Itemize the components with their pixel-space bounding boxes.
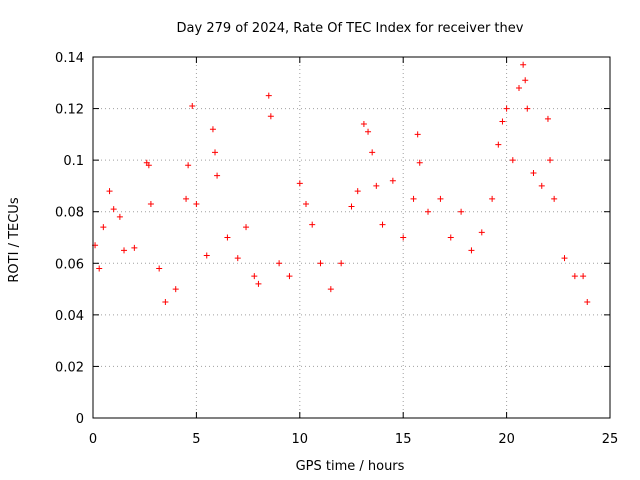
data-point: [116, 213, 123, 220]
data-point: [379, 221, 386, 228]
x-tick-label: 15: [395, 432, 412, 447]
data-point: [468, 247, 475, 254]
data-point: [348, 203, 355, 210]
x-tick-label: 20: [498, 432, 515, 447]
data-point: [96, 265, 103, 272]
data-point: [495, 141, 502, 148]
data-point: [147, 200, 154, 207]
data-point: [303, 200, 310, 207]
data-point: [360, 121, 367, 128]
y-tick-label: 0.06: [55, 257, 84, 272]
data-point: [121, 247, 128, 254]
x-axis-ticks: 0 5 10 15 20 25: [89, 57, 618, 447]
data-point: [100, 224, 107, 231]
data-point: [183, 195, 190, 202]
data-point: [172, 286, 179, 293]
data-point: [509, 157, 516, 164]
x-tick-label: 25: [602, 432, 619, 447]
data-point: [478, 229, 485, 236]
data-point: [416, 159, 423, 166]
plot-frame: [92, 56, 611, 419]
data-point: [296, 180, 303, 187]
x-axis-label: GPS time / hours: [296, 459, 405, 474]
data-points: [92, 61, 591, 305]
data-point: [214, 172, 221, 179]
x-tick-label: 5: [192, 432, 200, 447]
x-tick-label: 10: [292, 432, 309, 447]
y-tick-label: 0.02: [55, 360, 84, 375]
data-point: [243, 224, 250, 231]
data-point: [373, 182, 380, 189]
data-point: [489, 195, 496, 202]
data-point: [286, 273, 293, 280]
data-point: [369, 149, 376, 156]
data-point: [551, 195, 558, 202]
data-point: [503, 105, 510, 112]
data-point: [203, 252, 210, 259]
data-point: [255, 280, 262, 287]
data-point: [327, 286, 334, 293]
data-point: [209, 126, 216, 133]
data-point: [365, 128, 372, 135]
data-point: [520, 61, 527, 68]
data-point: [189, 102, 196, 109]
data-point: [400, 234, 407, 241]
data-point: [106, 188, 113, 195]
data-point: [265, 92, 272, 99]
data-point: [389, 177, 396, 184]
data-point: [458, 208, 465, 215]
data-point: [131, 244, 138, 251]
data-point: [309, 221, 316, 228]
data-point: [234, 255, 241, 262]
data-point: [338, 260, 345, 267]
data-point: [544, 115, 551, 122]
data-point: [425, 208, 432, 215]
y-axis-label: ROTI / TECUs: [7, 197, 22, 282]
data-point: [224, 234, 231, 241]
data-point: [276, 260, 283, 267]
y-axis-ticks: 0 0.02 0.04 0.06 0.08 0.1 0.12 0.14: [55, 51, 610, 427]
data-point: [145, 162, 152, 169]
y-tick-label: 0: [76, 412, 84, 427]
chart-title: Day 279 of 2024, Rate Of TEC Index for r…: [177, 21, 524, 36]
x-tick-label: 0: [89, 432, 97, 447]
data-point: [162, 298, 169, 305]
y-tick-label: 0.08: [55, 206, 84, 221]
data-point: [538, 182, 545, 189]
data-point: [547, 157, 554, 164]
data-point: [499, 118, 506, 125]
y-tick-label: 0.04: [55, 309, 84, 324]
y-tick-label: 0.1: [63, 154, 84, 169]
y-tick-label: 0.14: [55, 51, 84, 66]
y-tick-label: 0.12: [55, 103, 84, 118]
data-point: [447, 234, 454, 241]
data-point: [212, 149, 219, 156]
data-point: [410, 195, 417, 202]
data-point: [267, 113, 274, 120]
data-point: [110, 206, 117, 213]
grid-lines: [93, 57, 610, 418]
data-point: [317, 260, 324, 267]
data-point: [524, 105, 531, 112]
data-point: [516, 84, 523, 91]
data-point: [414, 131, 421, 138]
data-point: [354, 188, 361, 195]
data-point: [522, 77, 529, 84]
data-point: [437, 195, 444, 202]
data-point: [185, 162, 192, 169]
data-point: [251, 273, 258, 280]
data-point: [156, 265, 163, 272]
data-point: [584, 298, 591, 305]
data-point: [530, 170, 537, 177]
data-point: [580, 273, 587, 280]
data-point: [193, 200, 200, 207]
data-point: [571, 273, 578, 280]
data-point: [561, 255, 568, 262]
